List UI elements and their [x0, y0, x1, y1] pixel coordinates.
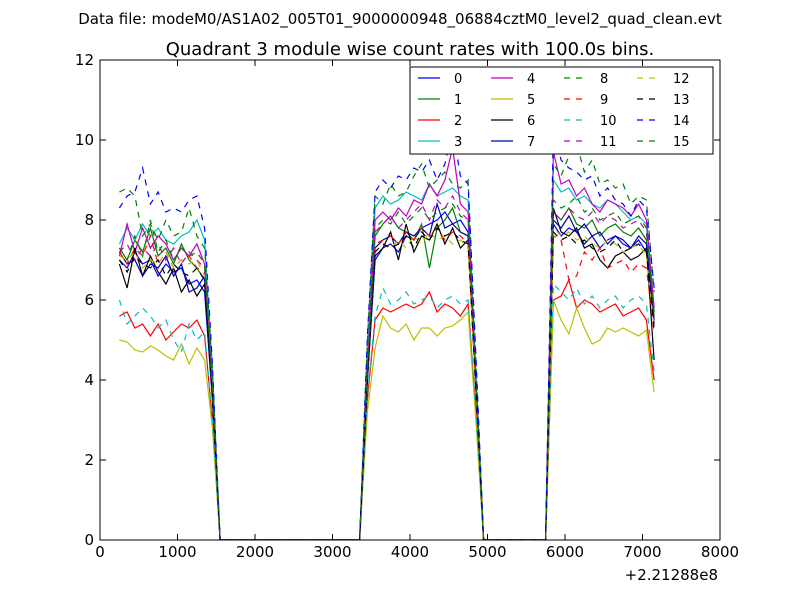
y-tick-label: 8	[84, 211, 94, 229]
series-line-3	[118, 178, 655, 540]
series-layer	[118, 127, 655, 540]
x-tick-label: 3000	[313, 543, 351, 561]
y-tick-label: 4	[84, 371, 94, 389]
x-tick-label: 2000	[236, 543, 274, 561]
axis-ticks: 0 1000 2000 3000 4000 5000 6000 7000 80000246810…	[75, 51, 739, 561]
data-file-title: Data file: modeM0/AS1A02_005T01_90000009…	[78, 10, 722, 29]
legend-label-12: 12	[673, 72, 690, 87]
x-tick-label: 6000	[546, 543, 584, 561]
legend-label-8: 8	[600, 72, 608, 87]
series-line-15	[118, 194, 655, 540]
y-tick-label: 10	[75, 131, 94, 149]
x-tick-label: 5000	[468, 543, 506, 561]
series-line-13	[118, 227, 655, 540]
x-tick-label: 7000	[623, 543, 661, 561]
legend-label-2: 2	[454, 114, 462, 129]
series-line-8	[119, 142, 655, 540]
legend-label-7: 7	[527, 135, 535, 150]
y-tick-label: 12	[75, 51, 94, 69]
x-tick-label: 0	[95, 543, 105, 561]
legend-label-13: 13	[673, 93, 690, 108]
x-tick-label: 1000	[158, 543, 196, 561]
x-tick-label: 8000	[701, 543, 739, 561]
series-line-2	[119, 278, 655, 540]
series-line-11	[118, 194, 655, 540]
y-tick-label: 2	[84, 451, 94, 469]
legend-label-14: 14	[673, 114, 690, 129]
series-line-10	[118, 282, 655, 540]
series-line-5	[119, 299, 655, 540]
y-tick-label: 6	[84, 291, 94, 309]
legend-label-11: 11	[600, 135, 617, 150]
legend-box	[409, 66, 714, 155]
legend-label-3: 3	[454, 135, 462, 150]
x-offset-label: +2.21288e8	[625, 566, 718, 584]
legend-label-6: 6	[527, 114, 535, 129]
legend-label-15: 15	[673, 135, 690, 150]
x-tick-label: 4000	[391, 543, 429, 561]
legend-label-10: 10	[600, 114, 617, 129]
legend-label-1: 1	[454, 93, 462, 108]
legend-label-9: 9	[600, 93, 608, 108]
chart-title: Quadrant 3 module wise count rates with …	[166, 39, 655, 60]
y-tick-label: 0	[84, 531, 94, 549]
legend-label-5: 5	[527, 93, 535, 108]
legend-label-4: 4	[527, 72, 535, 87]
legend-label-0: 0	[454, 72, 462, 87]
